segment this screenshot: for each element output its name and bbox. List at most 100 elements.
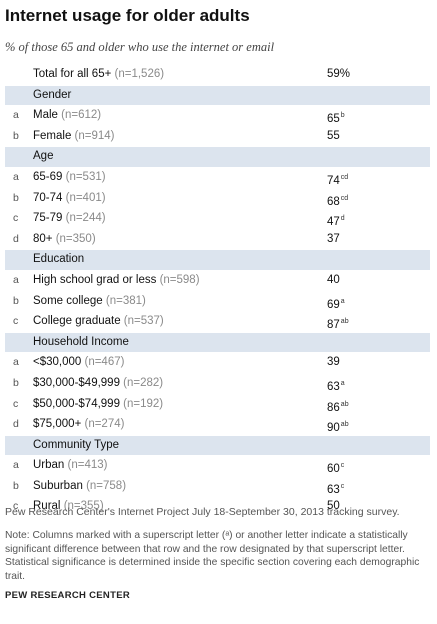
row-value: 50: [327, 500, 340, 513]
table-row: a <$30,000 (n=467) 39: [5, 353, 430, 374]
significance-superscript: cd: [340, 194, 349, 202]
row-letter: d: [13, 418, 19, 431]
row-label: Some college (n=381): [33, 294, 146, 307]
row-label: <$30,000 (n=467): [33, 356, 125, 369]
table-row: d $75,000+ (n=274) 90ab: [5, 415, 430, 436]
row-sample-size: (n=274): [84, 418, 125, 431]
section-label: Age: [33, 150, 54, 163]
section-label: Community Type: [33, 438, 120, 451]
row-value: 40: [327, 273, 340, 286]
row-letter: c: [13, 500, 19, 513]
row-label: Suburban (n=758): [33, 479, 127, 492]
row-sample-size: (n=355): [63, 500, 104, 513]
row-sample-size: (n=381): [105, 294, 146, 307]
row-sample-size: (n=350): [55, 232, 96, 245]
source-note: Pew Research Center's Internet Project J…: [5, 506, 400, 518]
row-label: Male (n=612): [33, 109, 102, 122]
row-label: $50,000-$74,999 (n=192): [33, 397, 164, 410]
row-sample-size: (n=758): [86, 479, 127, 492]
row-value: 74cd: [327, 173, 349, 187]
table-row: d 80+ (n=350) 37: [5, 230, 430, 251]
row-value: 68cd: [327, 194, 349, 208]
row-letter: b: [13, 191, 19, 204]
row-sample-size: (n=413): [67, 459, 108, 472]
row-letter: a: [13, 170, 19, 183]
row-sample-size: (n=914): [74, 129, 115, 142]
table-row: a Male (n=612) 65b: [5, 106, 430, 127]
row-letter: b: [13, 129, 19, 142]
row-sample-size: (n=401): [65, 191, 106, 204]
significance-superscript: b: [340, 112, 345, 120]
row-label: Female (n=914): [33, 129, 115, 142]
significance-superscript: ab: [340, 421, 349, 429]
total-value: 59%: [327, 68, 351, 80]
row-value: 65b: [327, 112, 345, 126]
section-label: Household Income: [33, 335, 129, 348]
row-label: 65-69 (n=531): [33, 170, 106, 183]
section-label: Gender: [33, 88, 72, 101]
table-row: b Female (n=914) 55: [5, 127, 430, 148]
significance-superscript: ab: [340, 318, 349, 326]
significance-superscript: d: [340, 215, 345, 223]
row-sample-size: (n=537): [123, 315, 164, 328]
row-label: $75,000+ (n=274): [33, 418, 125, 431]
table-row: a Urban (n=413) 60c: [5, 456, 430, 477]
row-sample-size: (n=192): [123, 397, 164, 410]
row-letter: c: [13, 397, 19, 410]
row-label: Urban (n=413): [33, 459, 108, 472]
table-row: b Suburban (n=758) 63c: [5, 477, 430, 498]
row-sample-size: (n=612): [61, 109, 102, 122]
significance-superscript: a: [340, 297, 345, 305]
row-label: $30,000-$49,999 (n=282): [33, 376, 164, 389]
table-row: c College graduate (n=537) 87ab: [5, 312, 430, 333]
row-sample-size: (n=282): [123, 376, 164, 389]
row-sample-size: (n=598): [159, 273, 200, 286]
row-letter: b: [13, 294, 19, 307]
table-row: a High school grad or less (n=598) 40: [5, 271, 430, 292]
table-row: c Rural (n=355) 50: [5, 497, 430, 519]
row-label: High school grad or less (n=598): [33, 273, 200, 286]
row-letter: b: [13, 376, 19, 389]
section-header-community-type: Community Type: [5, 435, 430, 457]
section-label: Education: [33, 253, 85, 266]
significance-superscript: a: [340, 379, 345, 387]
total-label: Total for all 65+ (n=1,526): [33, 68, 165, 80]
table-row: a 65-69 (n=531) 74cd: [5, 168, 430, 189]
row-letter: a: [13, 356, 19, 369]
section-header-household-income: Household Income: [5, 332, 430, 354]
row-label: Rural (n=355): [33, 500, 104, 513]
row-letter: a: [13, 459, 19, 472]
data-table: Total for all 65+ (n=1,526) 59% Gender a M…: [5, 65, 430, 519]
row-value: 60c: [327, 462, 345, 476]
row-value: 69a: [327, 297, 345, 311]
table-row: c 75-79 (n=244) 47d: [5, 209, 430, 230]
significance-superscript: c: [340, 482, 345, 490]
section-header-age: Age: [5, 147, 430, 168]
row-letter: c: [13, 212, 19, 225]
row-value: 63a: [327, 379, 345, 393]
significance-superscript: c: [340, 462, 345, 470]
chart-title: Internet usage for older adults: [5, 6, 250, 25]
row-value: 87ab: [327, 318, 349, 332]
section-header-gender: Gender: [5, 85, 430, 107]
row-label: 70-74 (n=401): [33, 191, 106, 204]
row-letter: b: [13, 479, 19, 492]
table-row: c $50,000-$74,999 (n=192) 86ab: [5, 395, 430, 416]
row-value: 39: [327, 356, 340, 369]
table-row: b $30,000-$49,999 (n=282) 63a: [5, 374, 430, 395]
significance-superscript: cd: [340, 173, 349, 181]
row-label: 75-79 (n=244): [33, 212, 106, 225]
row-sample-size: (n=531): [65, 170, 106, 183]
table-row: b Some college (n=381) 69a: [5, 292, 430, 313]
row-label: 80+ (n=350): [33, 232, 96, 245]
table-row: b 70-74 (n=401) 68cd: [5, 189, 430, 210]
row-letter: a: [13, 109, 19, 122]
row-value: 55: [327, 129, 340, 142]
chart-subtitle: % of those 65 and older who use the inte…: [5, 40, 275, 54]
row-label: College graduate (n=537): [33, 315, 164, 328]
row-value: 37: [327, 232, 340, 245]
row-value: 47d: [327, 215, 345, 229]
total-row: Total for all 65+ (n=1,526) 59%: [5, 65, 430, 86]
row-letter: d: [13, 232, 19, 245]
row-value: 86ab: [327, 400, 349, 414]
